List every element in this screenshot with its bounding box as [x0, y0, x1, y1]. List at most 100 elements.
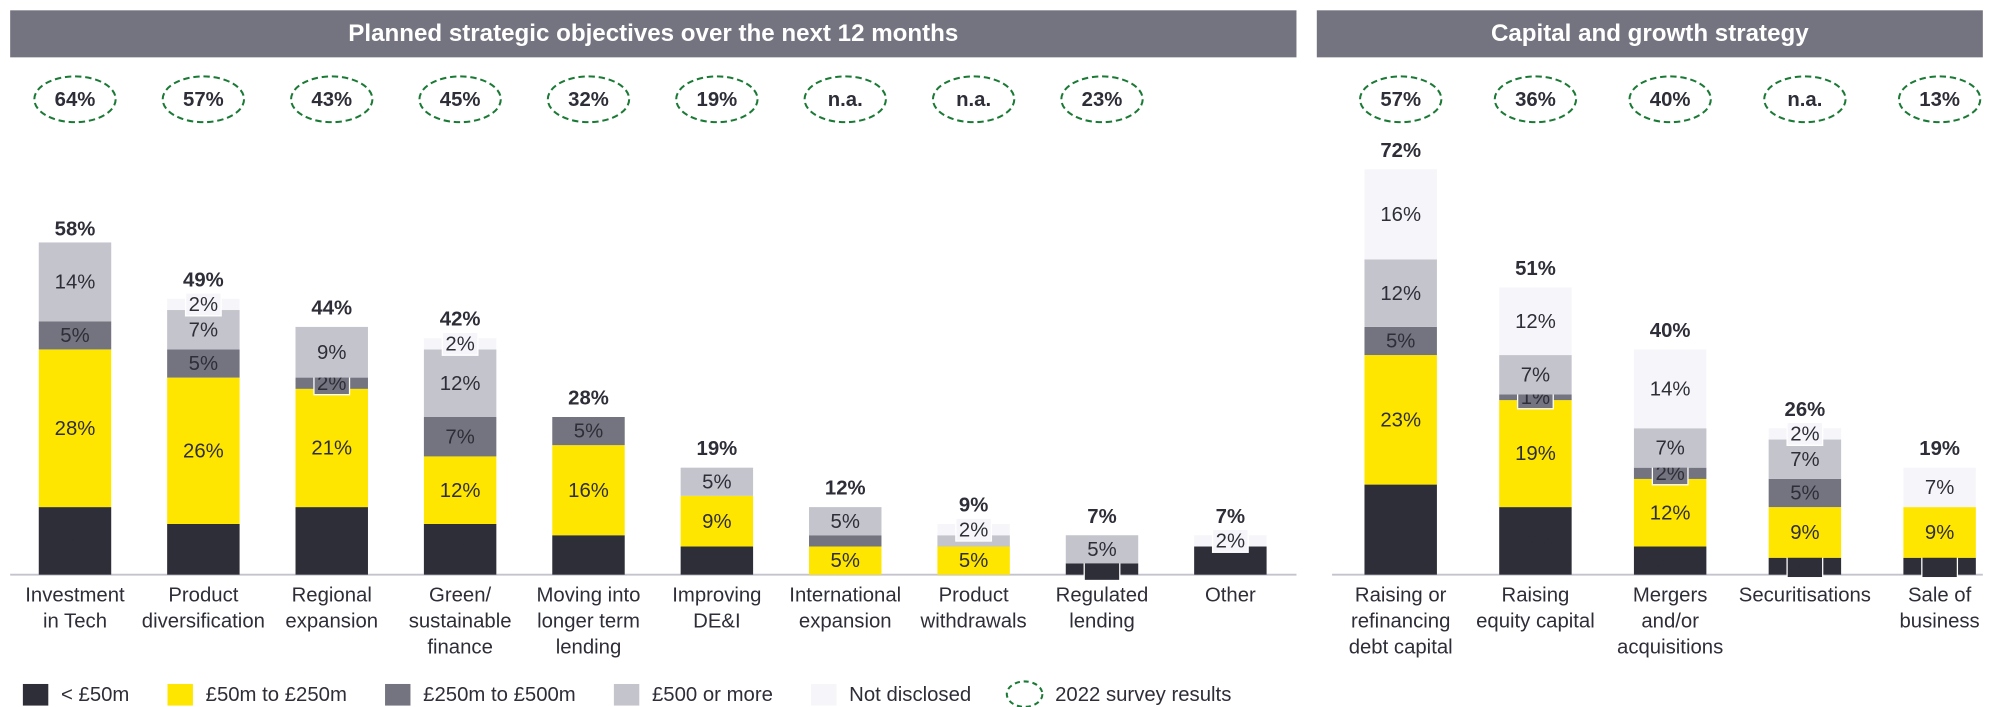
label-box: [441, 331, 479, 356]
survey-circle: [1628, 75, 1712, 124]
bar-segment: [809, 546, 882, 575]
total-label: 7%: [1216, 506, 1245, 528]
segment-label: 7%: [189, 319, 218, 341]
x-tick-label: Regional: [292, 585, 372, 607]
x-tick-label: longer term: [537, 611, 640, 633]
segment-label: 7%: [574, 545, 603, 567]
segment-label: 2%: [1216, 531, 1245, 553]
survey-label: 57%: [1380, 89, 1421, 111]
bar-segment: [680, 546, 754, 575]
bar-segment: [1768, 439, 1842, 479]
segment-label: 12%: [55, 531, 96, 553]
survey-label: 36%: [1515, 89, 1556, 111]
bar-segment: [1499, 507, 1572, 575]
bar-segment: [1499, 287, 1572, 356]
segment-label: 2%: [445, 333, 474, 355]
segment-label: 19%: [1515, 443, 1556, 465]
segment-label: 5%: [1386, 331, 1415, 353]
bar-segment: [1364, 484, 1437, 575]
legend-swatch: [167, 683, 193, 706]
segment-label: 2%: [959, 519, 988, 541]
bar-segment: [809, 507, 882, 536]
survey-circle: [290, 75, 374, 124]
segment-label: 5%: [702, 550, 731, 572]
segment-label: 12%: [1515, 531, 1556, 553]
segment-label: 3%: [1790, 556, 1819, 578]
bar-segment: [1499, 400, 1572, 508]
x-tick-label: Securitisations: [1739, 585, 1871, 607]
legend-label: £250m to £500m: [423, 684, 576, 706]
survey-circle: [803, 75, 887, 124]
bar-segment: [423, 349, 497, 418]
total-label: 26%: [1785, 399, 1826, 421]
survey-circle: [1060, 75, 1144, 124]
legend-swatch: [385, 683, 411, 706]
bar-segment: [1768, 478, 1842, 508]
survey-circle: [418, 75, 502, 124]
bar-segment: [680, 495, 754, 547]
bar-segment: [1499, 355, 1572, 395]
x-tick-label: lending: [1069, 611, 1135, 633]
legend-label: < £50m: [61, 684, 129, 706]
x-tick-label: Sale of: [1908, 585, 1972, 607]
bar-segment: [1364, 169, 1437, 260]
total-label: 40%: [1650, 320, 1691, 342]
panel-title: Capital and growth strategy: [1491, 20, 1809, 47]
survey-label: 43%: [311, 89, 352, 111]
legend-label: £50m to £250m: [206, 684, 347, 706]
bar-segment: [38, 321, 112, 350]
bar-segment: [1903, 507, 1976, 558]
bar-segment: [552, 535, 625, 575]
bar-segment: [1633, 349, 1707, 429]
survey-circle: [546, 75, 631, 124]
x-tick-label: Product: [168, 585, 238, 607]
segment-label: 5%: [831, 511, 860, 533]
x-tick-label: Raising: [1502, 585, 1570, 607]
total-label: 49%: [183, 269, 224, 291]
label-box: [1211, 528, 1249, 553]
bar-segment: [38, 242, 112, 322]
panel-title: Planned strategic objectives over the ne…: [348, 20, 958, 47]
segment-label: 5%: [574, 421, 603, 443]
segment-label: 12%: [1650, 502, 1691, 524]
survey-label: n.a.: [956, 89, 991, 111]
survey-label: 32%: [568, 89, 609, 111]
segment-label: 23%: [1380, 409, 1421, 431]
segment-label: 12%: [1380, 283, 1421, 305]
survey-label: n.a.: [1787, 89, 1822, 111]
x-tick-label: in Tech: [43, 611, 107, 633]
segment-label: 16%: [1380, 519, 1421, 541]
segment-label: 14%: [1650, 378, 1691, 400]
bar-segment: [167, 310, 240, 350]
segment-label: 3%: [1925, 556, 1954, 578]
x-tick-label: sustainable: [409, 611, 512, 633]
survey-circle: [161, 75, 246, 124]
segment-label: 9%: [702, 511, 731, 533]
survey-circle: [1897, 75, 1982, 124]
survey-label: 57%: [183, 89, 224, 111]
segment-label: 2%: [189, 294, 218, 316]
survey-circle: [1493, 75, 1578, 124]
bar-segment: [1633, 546, 1707, 575]
bar-segment: [423, 523, 497, 575]
survey-label: 64%: [55, 89, 96, 111]
x-tick-label: lending: [556, 637, 622, 659]
survey-label: 23%: [1082, 89, 1123, 111]
segment-label: 16%: [568, 480, 609, 502]
total-label: 12%: [825, 478, 866, 500]
bar-segment: [295, 326, 368, 378]
legend-survey: [1005, 680, 1044, 707]
x-tick-label: finance: [427, 637, 493, 659]
total-label: 19%: [697, 438, 738, 460]
segment-label: 5%: [831, 550, 860, 572]
bar-segment: [295, 507, 368, 575]
x-tick-label: and/or: [1641, 611, 1699, 633]
total-label: 28%: [568, 388, 609, 410]
bar-segment: [1633, 478, 1707, 547]
x-tick-label: DE&I: [693, 611, 740, 633]
x-tick-label: International: [789, 585, 901, 607]
legend-label: Not disclosed: [849, 684, 971, 706]
bar-segment: [167, 377, 240, 524]
segment-label: 7%: [1521, 364, 1550, 386]
